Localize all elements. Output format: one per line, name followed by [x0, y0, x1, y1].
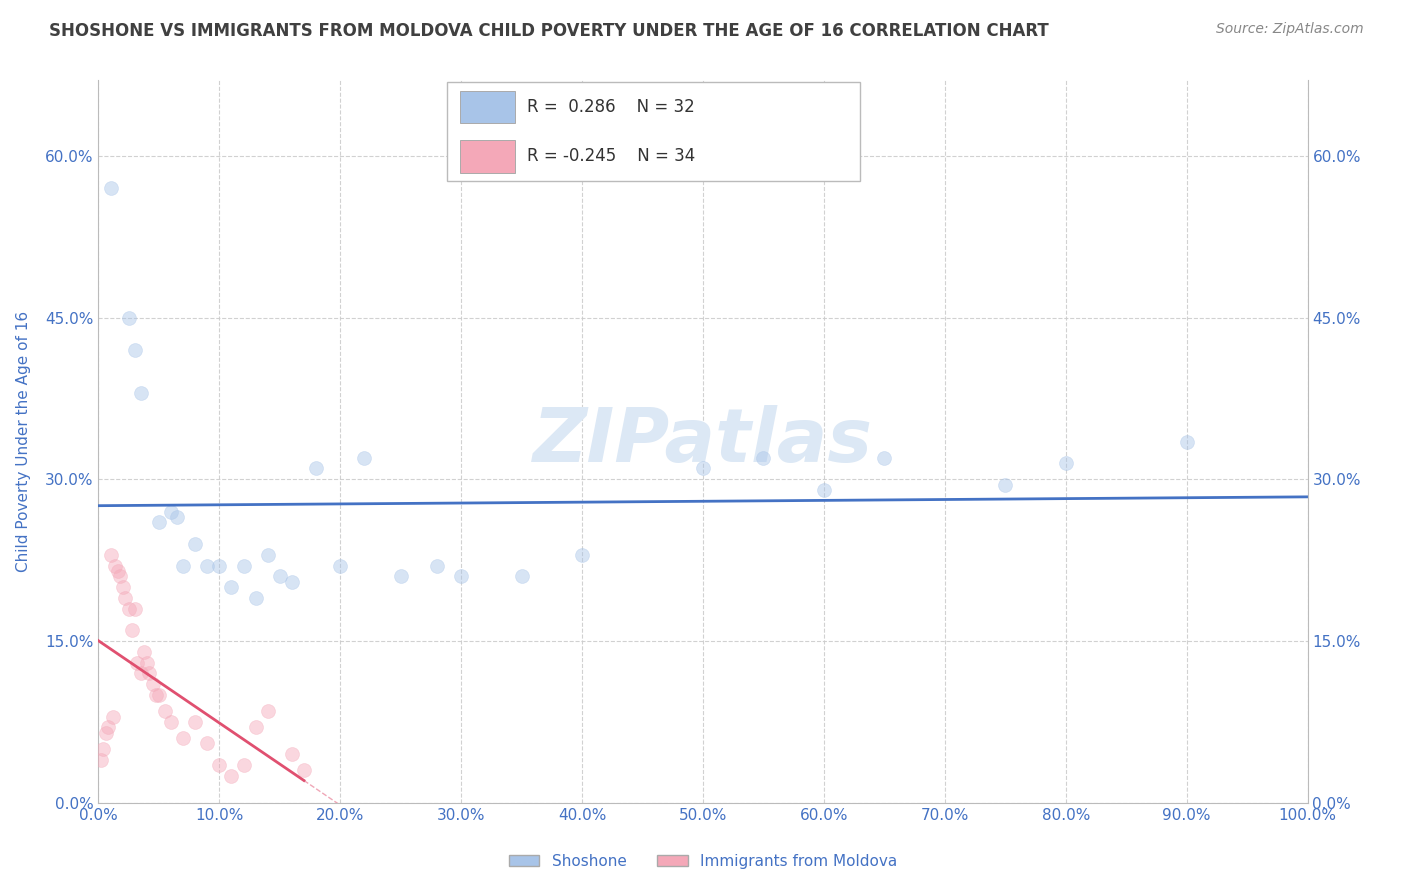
Point [94, 725, 117, 739]
Point [281, 574, 304, 589]
Point [134, 645, 156, 659]
Point [166, 510, 188, 524]
Point [195, 558, 218, 573]
Point [121, 624, 143, 638]
Point [107, 564, 129, 578]
Point [129, 386, 152, 401]
Point [232, 558, 254, 573]
Point [101, 709, 124, 723]
Point [111, 580, 134, 594]
Point [148, 688, 170, 702]
Point [100, 548, 122, 562]
Point [389, 569, 412, 583]
Point [172, 731, 194, 745]
Point [114, 591, 136, 605]
Point [305, 461, 328, 475]
Text: SHOSHONE VS IMMIGRANTS FROM MOLDOVA CHILD POVERTY UNDER THE AGE OF 16 CORRELATIO: SHOSHONE VS IMMIGRANTS FROM MOLDOVA CHIL… [49, 22, 1049, 40]
Point [90, 753, 112, 767]
Point [124, 601, 146, 615]
Point [135, 656, 157, 670]
Point [245, 720, 267, 734]
Point [692, 461, 714, 475]
Point [118, 310, 141, 325]
Point [124, 343, 146, 357]
Point [813, 483, 835, 497]
Legend: Shoshone, Immigrants from Moldova: Shoshone, Immigrants from Moldova [503, 847, 903, 875]
Point [329, 558, 352, 573]
Point [510, 569, 533, 583]
Point [221, 769, 243, 783]
Text: R = -0.245    N = 34: R = -0.245 N = 34 [527, 147, 696, 165]
Point [1175, 434, 1198, 449]
Point [184, 714, 207, 729]
Point [195, 737, 218, 751]
Point [97, 720, 120, 734]
FancyBboxPatch shape [460, 91, 515, 123]
Point [571, 548, 593, 562]
Point [426, 558, 449, 573]
Point [281, 747, 304, 762]
Point [450, 569, 472, 583]
Point [208, 758, 231, 772]
Point [752, 450, 775, 465]
Point [232, 758, 254, 772]
Y-axis label: Child Poverty Under the Age of 16: Child Poverty Under the Age of 16 [17, 311, 31, 572]
Point [292, 764, 315, 778]
Point [145, 688, 167, 702]
Point [245, 591, 267, 605]
Point [142, 677, 165, 691]
Point [108, 569, 131, 583]
FancyBboxPatch shape [460, 140, 515, 173]
Text: Source: ZipAtlas.com: Source: ZipAtlas.com [1216, 22, 1364, 37]
Point [184, 537, 207, 551]
Point [873, 450, 896, 465]
Point [1054, 456, 1077, 470]
Text: ZIPatlas: ZIPatlas [533, 405, 873, 478]
Point [91, 742, 114, 756]
Point [104, 558, 127, 573]
Point [153, 704, 176, 718]
Point [172, 558, 194, 573]
Point [256, 548, 278, 562]
Point [353, 450, 375, 465]
Point [256, 704, 278, 718]
Point [127, 656, 149, 670]
Point [160, 714, 183, 729]
FancyBboxPatch shape [447, 82, 860, 181]
Point [148, 516, 170, 530]
Text: R =  0.286    N = 32: R = 0.286 N = 32 [527, 98, 695, 116]
Point [269, 569, 291, 583]
Point [100, 181, 122, 195]
Point [160, 505, 183, 519]
Point [138, 666, 160, 681]
Point [221, 580, 243, 594]
Point [994, 477, 1017, 491]
Point [129, 666, 152, 681]
Point [208, 558, 231, 573]
Point [118, 601, 141, 615]
